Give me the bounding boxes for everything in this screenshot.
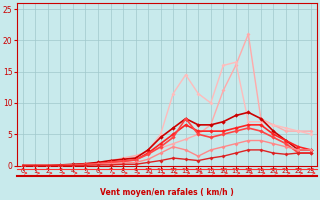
X-axis label: Vent moyen/en rafales ( km/h ): Vent moyen/en rafales ( km/h ) [100,188,234,197]
